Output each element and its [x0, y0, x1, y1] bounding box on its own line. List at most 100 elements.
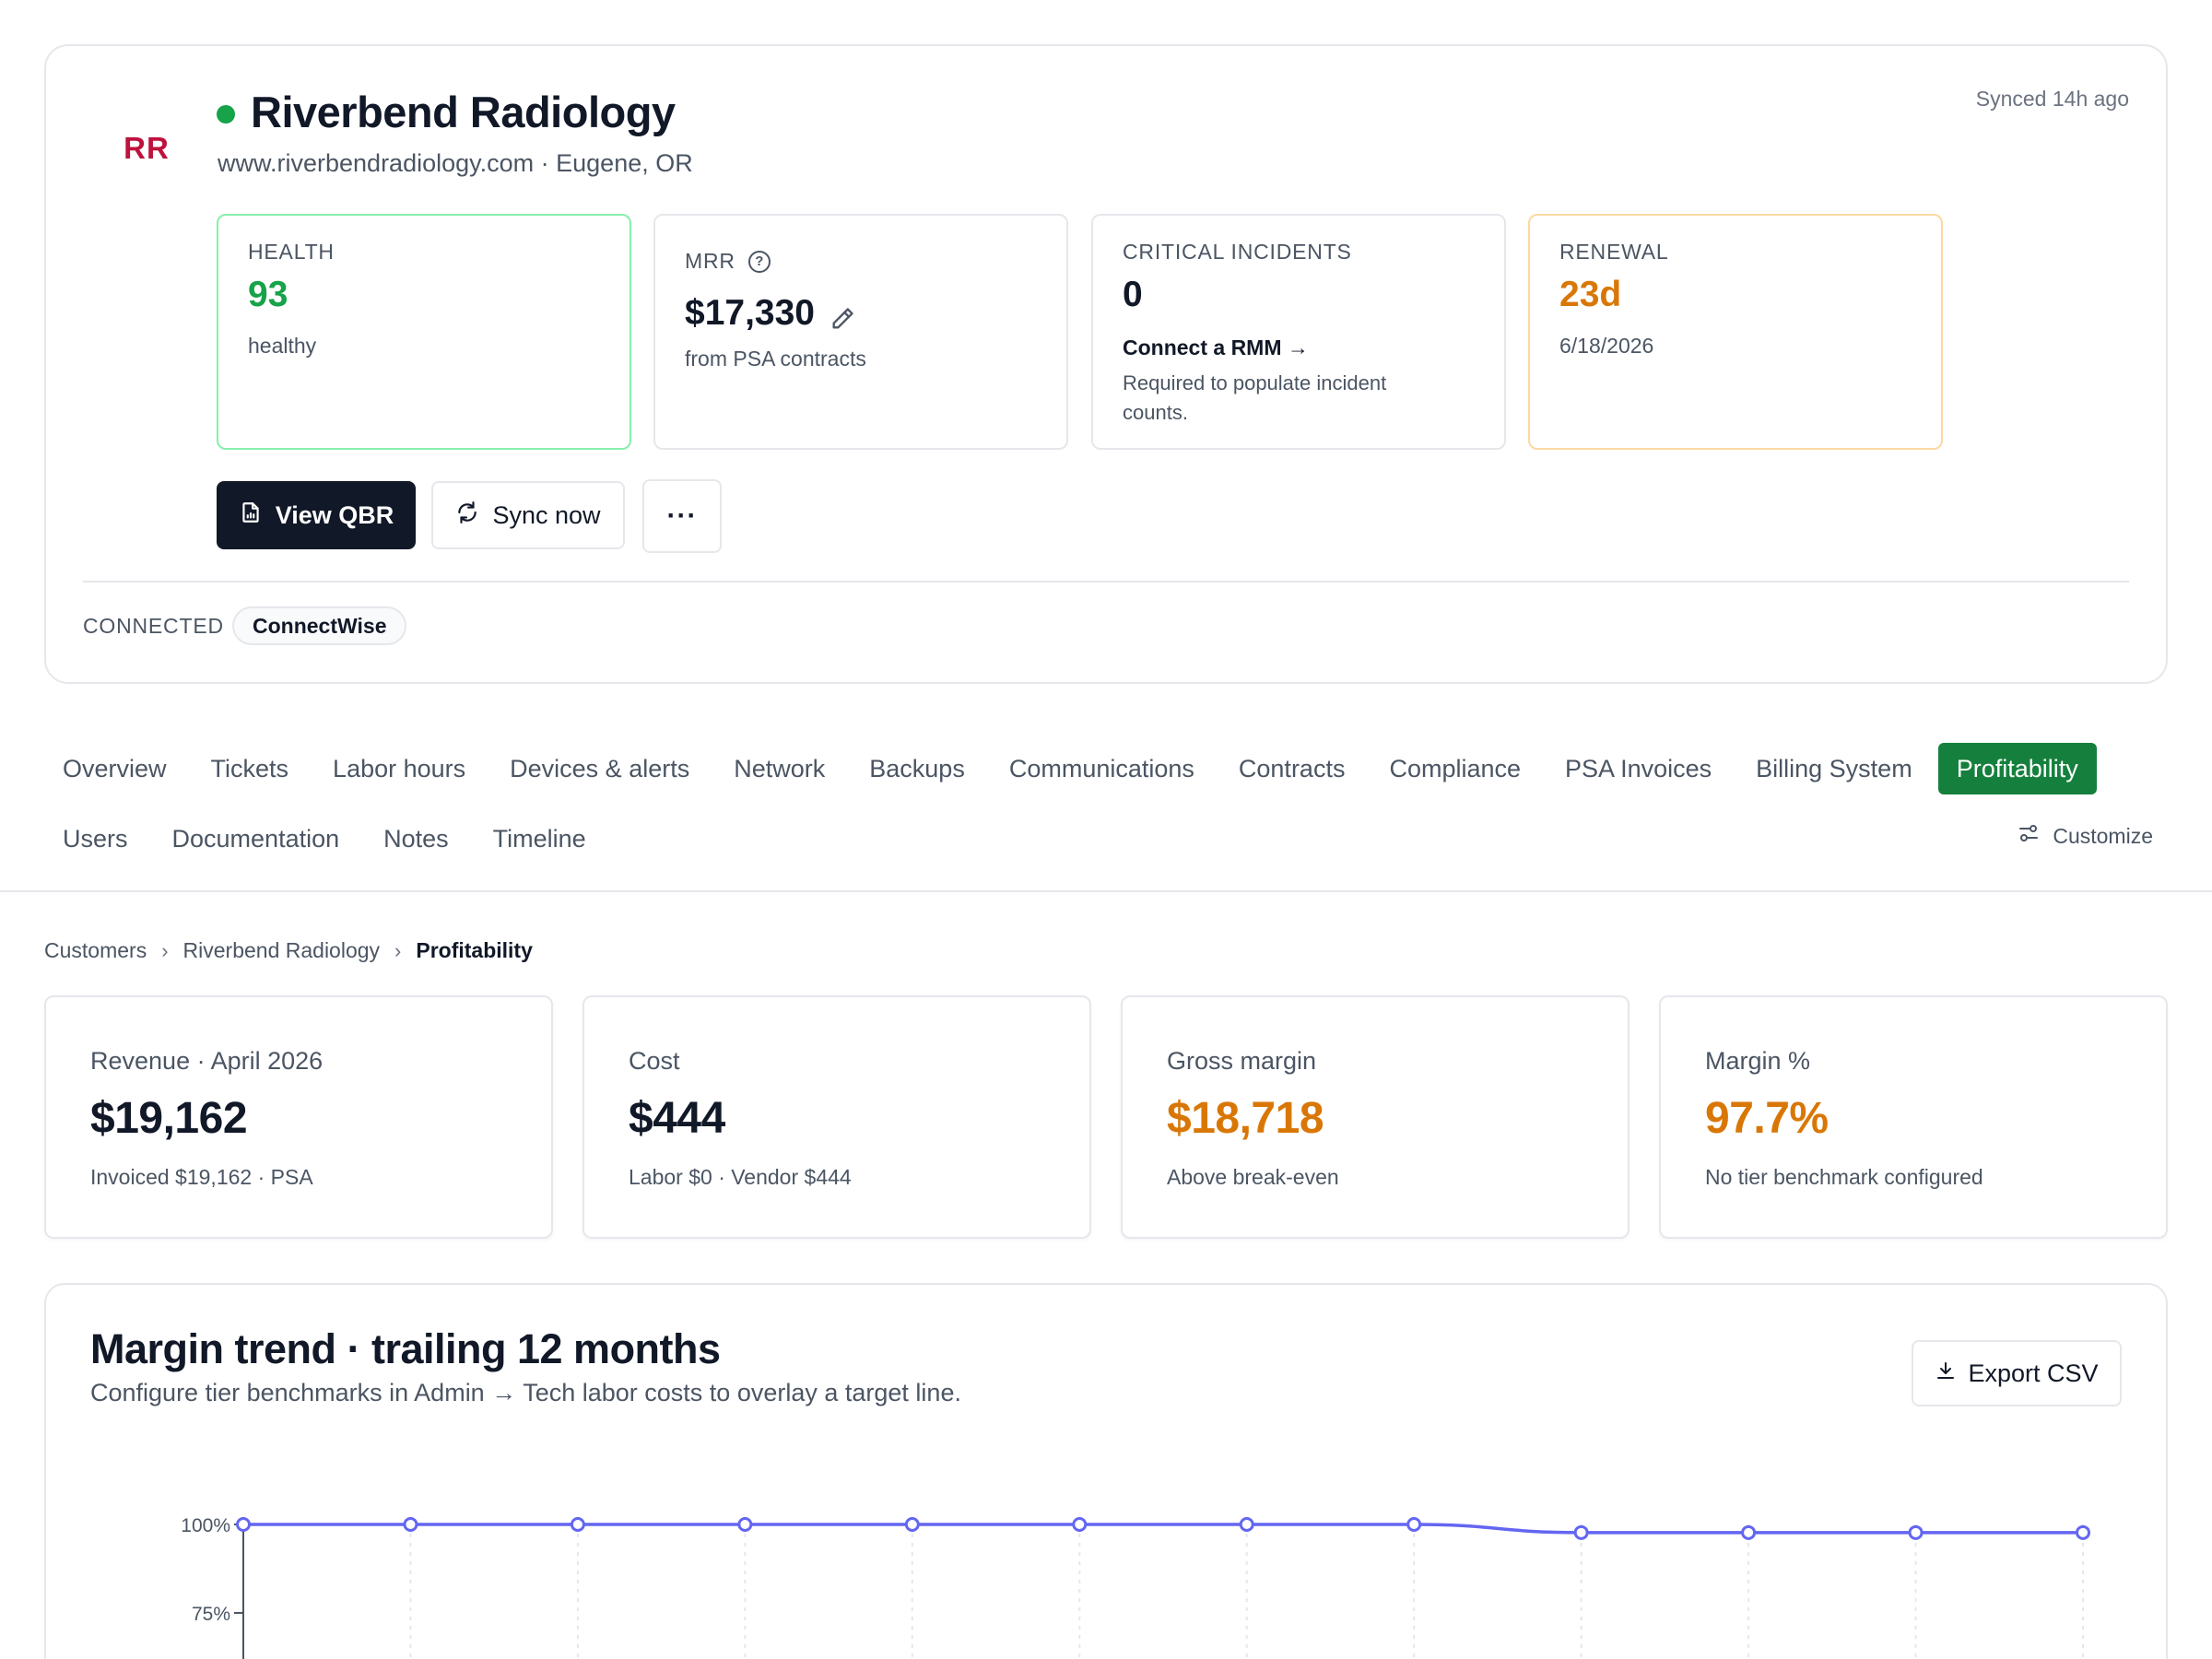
tab-backups[interactable]: Backups [869, 754, 965, 782]
cost-value: $444 [629, 1094, 725, 1143]
tab-bar-row-2: Users Documentation Notes Timeline [44, 813, 612, 865]
export-csv-label: Export CSV [1968, 1359, 2099, 1387]
chart-data-point [1908, 1524, 1924, 1540]
kpi-incidents-label: CRITICAL INCIDENTS [1123, 240, 1352, 264]
chart-title: Margin trend · trailing 12 months [90, 1325, 721, 1372]
integration-badge[interactable]: ConnectWise [232, 606, 407, 645]
more-actions-button[interactable]: ··· [642, 479, 722, 553]
tab-devices-alerts[interactable]: Devices & alerts [510, 754, 690, 782]
download-icon [1935, 1359, 1957, 1388]
revenue-label: Revenue · April 2026 [90, 1047, 324, 1075]
chart-subtitle: Configure tier benchmarks in Admin → Tec… [90, 1379, 961, 1406]
sync-now-button[interactable]: Sync now [431, 481, 625, 549]
revenue-note: Invoiced $19,162 · PSA [90, 1165, 313, 1189]
breadcrumb-customer[interactable]: Riverbend Radiology [182, 938, 381, 962]
view-qbr-button[interactable]: View QBR [217, 481, 416, 549]
tab-communications[interactable]: Communications [1008, 754, 1194, 782]
breadcrumb-current: Profitability [416, 938, 533, 962]
chart-series-line [243, 1523, 2083, 1535]
tab-documentation[interactable]: Documentation [171, 824, 340, 853]
chart-y-tick-label: 75% [192, 1604, 230, 1625]
chart-data-point [2076, 1524, 2090, 1540]
kpi-renewal: RENEWAL 23d 6/18/2026 [1528, 214, 1943, 450]
tab-tickets[interactable]: Tickets [210, 754, 289, 782]
chart-data-point [403, 1517, 418, 1532]
cost-label: Cost [629, 1047, 680, 1075]
revenue-value: $19,162 [90, 1094, 248, 1143]
avatar: RR [124, 131, 170, 165]
tab-timeline[interactable]: Timeline [492, 824, 586, 853]
gross-margin-note: Above break-even [1167, 1165, 1339, 1189]
breadcrumb: Customers › Riverbend Radiology › Profit… [44, 938, 533, 963]
margin-percent-value: 97.7% [1705, 1094, 1829, 1143]
tab-notes[interactable]: Notes [383, 824, 449, 853]
chart-data-point [1072, 1517, 1088, 1532]
kpi-health: HEALTH 93 healthy [217, 214, 631, 450]
kpi-health-note: healthy [248, 334, 317, 358]
gross-margin-card: Gross margin $18,718 Above break-even [1121, 995, 1630, 1239]
tab-network[interactable]: Network [734, 754, 826, 782]
pencil-icon[interactable] [830, 300, 855, 329]
chart-data-point [1239, 1517, 1254, 1532]
chart-data-point [1741, 1524, 1757, 1540]
tab-contracts[interactable]: Contracts [1238, 754, 1346, 782]
tab-overview[interactable]: Overview [63, 754, 167, 782]
view-qbr-label: View QBR [275, 500, 394, 529]
kpi-critical-incidents: CRITICAL INCIDENTS 0 Connect a RMM → Req… [1091, 214, 1506, 450]
kpi-health-label: HEALTH [248, 240, 335, 264]
kpi-mrr-label-row: MRR ? [685, 249, 771, 274]
chevron-right-icon: › [394, 938, 402, 962]
kpi-mrr-note: from PSA contracts [685, 347, 866, 371]
more-horizontal-icon: ··· [666, 500, 698, 531]
status-indicator [217, 105, 235, 124]
kpi-mrr: MRR ? $17,330 from PSA contracts [653, 214, 1068, 450]
chart-data-point [1406, 1517, 1422, 1532]
chevron-right-icon: › [161, 938, 169, 962]
customer-name: Riverbend Radiology [251, 88, 676, 136]
kpi-mrr-value: $17,330 [685, 293, 815, 333]
tab-users[interactable]: Users [63, 824, 128, 853]
breadcrumb-customers[interactable]: Customers [44, 938, 147, 962]
connected-label: CONNECTED [83, 614, 224, 638]
customer-header-card: RR Riverbend Radiology www.riverbendradi… [44, 44, 2168, 684]
chart-data-point [570, 1517, 585, 1532]
cost-note: Labor $0 · Vendor $444 [629, 1165, 852, 1189]
kpi-health-value: 93 [248, 275, 288, 314]
export-csv-button[interactable]: Export CSV [1912, 1340, 2122, 1406]
tab-psa-invoices[interactable]: PSA Invoices [1565, 754, 1712, 782]
margin-trend-card: Margin trend · trailing 12 months Config… [44, 1283, 2168, 1659]
margin-percent-note: No tier benchmark configured [1705, 1165, 1983, 1189]
margin-trend-chart: 100%75%50% [181, 1515, 2090, 1659]
tab-profitability[interactable]: Profitability [1937, 743, 2097, 794]
refresh-icon [455, 500, 479, 531]
tab-labor-hours[interactable]: Labor hours [333, 754, 466, 782]
gross-margin-label: Gross margin [1167, 1047, 1317, 1075]
margin-percent-card: Margin % 97.7% No tier benchmark configu… [1659, 995, 2168, 1239]
tab-billing-system[interactable]: Billing System [1756, 754, 1912, 782]
kpi-mrr-value-row: $17,330 [685, 293, 855, 334]
kpi-incidents-value: 0 [1123, 275, 1143, 314]
kpi-renewal-date: 6/18/2026 [1559, 334, 1654, 358]
kpi-incidents-help: Required to populate incident counts. [1123, 371, 1387, 424]
kpi-renewal-label: RENEWAL [1559, 240, 1669, 264]
gross-margin-value: $18,718 [1167, 1094, 1324, 1143]
kpi-renewal-value: 23d [1559, 275, 1622, 314]
tab-bar-row-1: Overview Tickets Labor hours Devices & aler… [44, 743, 2104, 794]
sync-status: Synced 14h ago [1975, 87, 2129, 111]
sliders-icon [2018, 822, 2040, 850]
customer-subtitle: www.riverbendradiology.com · Eugene, OR [218, 149, 693, 177]
chart-y-tick-label: 100% [181, 1515, 230, 1536]
customize-tabs-button[interactable]: Customize [2018, 822, 2153, 850]
cost-card: Cost $444 Labor $0 · Vendor $444 [582, 995, 1091, 1239]
tabs-divider [0, 890, 2212, 892]
header-divider [83, 581, 2129, 582]
chart-data-point [904, 1517, 920, 1532]
kpi-mrr-label: MRR [685, 249, 735, 273]
tab-compliance[interactable]: Compliance [1389, 754, 1522, 782]
report-icon [239, 500, 263, 531]
help-icon[interactable]: ? [747, 250, 771, 273]
chart-data-point [236, 1517, 251, 1532]
margin-percent-label: Margin % [1705, 1047, 1811, 1075]
sync-now-label: Sync now [492, 500, 601, 529]
connect-rmm-link[interactable]: Connect a RMM → [1123, 335, 1309, 359]
